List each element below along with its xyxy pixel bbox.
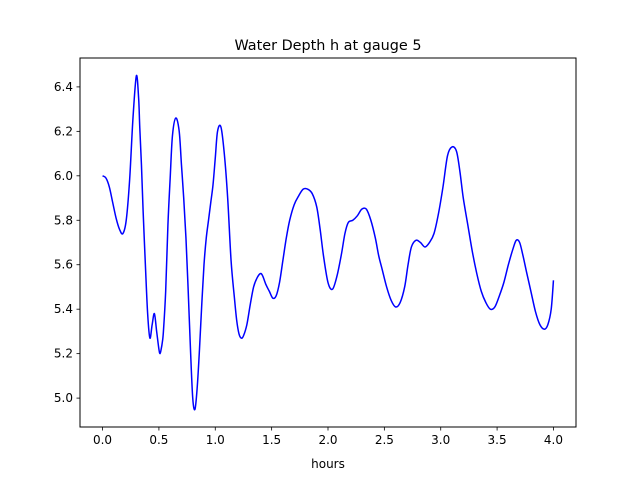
y-tick-label: 5.2: [54, 347, 73, 361]
plot-area: [79, 57, 577, 428]
y-tick-label: 6.4: [54, 80, 73, 94]
x-axis: 0.0 0.5 1.0 1.5 2.0 2.5 3.0 3.5 4.0: [93, 427, 563, 447]
series-line-water-depth: [102, 74, 555, 411]
x-axis-label: hours: [311, 457, 345, 471]
y-tick-label: 5.4: [54, 302, 73, 316]
x-tick-label: 3.0: [431, 433, 450, 447]
x-tick-label: 0.5: [149, 433, 168, 447]
x-tick-label: 0.0: [93, 433, 112, 447]
chart-title: Water Depth h at gauge 5: [234, 38, 421, 54]
x-tick-label: 1.0: [206, 433, 225, 447]
x-tick-label: 4.0: [544, 433, 563, 447]
x-tick-label: 3.5: [488, 433, 507, 447]
y-tick-label: 5.6: [54, 258, 73, 272]
series-layer: [102, 74, 555, 411]
x-tick-label: 1.5: [262, 433, 281, 447]
y-tick-label: 5.0: [54, 391, 73, 405]
x-tick-label: 2.0: [318, 433, 337, 447]
plot-frame: [79, 57, 577, 428]
y-tick-label: 5.8: [54, 213, 73, 227]
x-tick-label: 2.5: [375, 433, 394, 447]
y-tick-label: 6.0: [54, 169, 73, 183]
y-tick-label: 6.2: [54, 124, 73, 138]
y-axis: 5.0 5.2 5.4 5.6 5.8 6.0 6.2 6.4: [54, 80, 80, 405]
